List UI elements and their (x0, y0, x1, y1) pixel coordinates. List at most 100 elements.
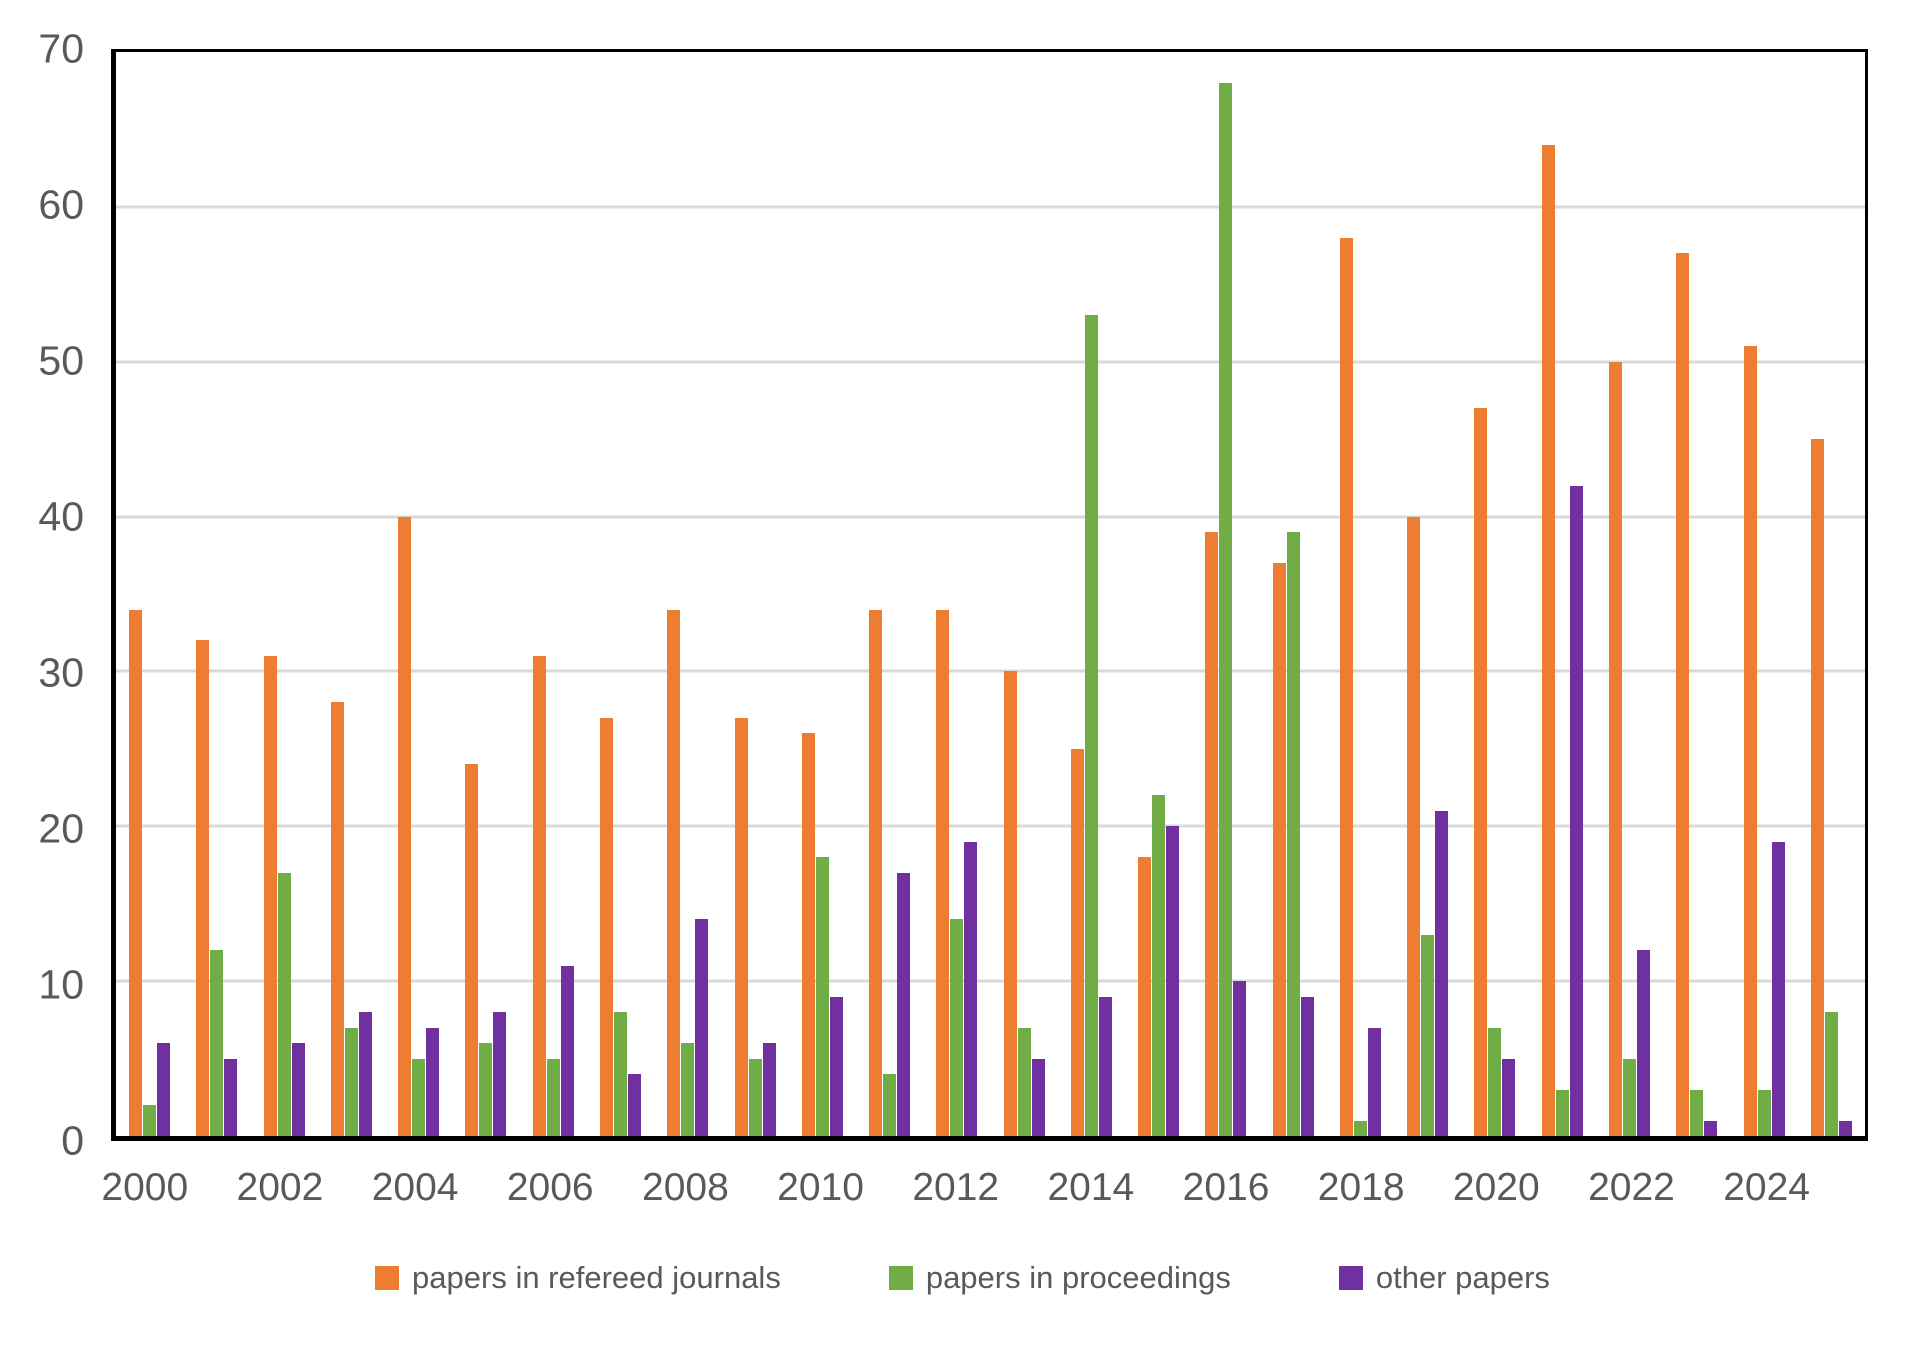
bar-papers-in-proceedings-2025 (1824, 1012, 1838, 1136)
bar-other-papers-2025 (1838, 1120, 1852, 1136)
bar-group-2018 (1327, 52, 1394, 1136)
x-tick-label-2022: 2022 (1588, 1166, 1675, 1209)
legend-item-other-papers: other papers (1338, 1260, 1550, 1295)
bar-papers-in-refereed-journals-2025 (1810, 439, 1824, 1136)
y-axis-tick-labels: 0 10 20 30 40 50 60 70 (0, 28, 84, 1161)
bar-papers-in-proceedings-2013 (1017, 1027, 1031, 1136)
bar-other-papers-2005 (493, 1012, 507, 1136)
bar-group-2003 (318, 52, 385, 1136)
bar-other-papers-2024 (1771, 841, 1785, 1136)
bar-group-2009 (721, 52, 788, 1136)
bar-papers-in-proceedings-2018 (1353, 1120, 1367, 1136)
x-tick-label-2006: 2006 (506, 1166, 594, 1209)
bar-papers-in-proceedings-2001 (210, 950, 224, 1136)
bar-papers-in-proceedings-2015 (1152, 795, 1166, 1136)
bar-other-papers-2013 (1031, 1058, 1045, 1136)
bar-group-2000 (116, 52, 183, 1136)
x-tick-label-2002: 2002 (236, 1166, 324, 1209)
bar-other-papers-2014 (1098, 996, 1112, 1136)
y-tick-label-60: 60 (38, 181, 84, 228)
bar-papers-in-refereed-journals-2017 (1272, 563, 1286, 1136)
bar-group-2008 (654, 52, 721, 1136)
bar-papers-in-proceedings-2011 (883, 1074, 897, 1136)
legend-item-papers-in-proceedings: papers in proceedings (888, 1260, 1231, 1295)
legend-item-papers-in-refereed-journals: papers in refereed journals (375, 1262, 781, 1293)
bar-group-2025 (1798, 52, 1865, 1136)
legend-label-papers-in-proceedings: papers in proceedings (925, 1260, 1231, 1295)
x-tick-label-2016: 2016 (1182, 1166, 1270, 1209)
bar-papers-in-refereed-journals-2023 (1676, 253, 1690, 1136)
bar-group-2014 (1058, 52, 1125, 1136)
bar-group-2017 (1260, 52, 1327, 1136)
bar-group-2020 (1461, 52, 1528, 1136)
bar-group-2010 (789, 52, 856, 1136)
bar-group-2013 (990, 52, 1057, 1136)
bar-papers-in-refereed-journals-2010 (801, 733, 815, 1136)
bar-other-papers-2009 (762, 1043, 776, 1136)
legend-swatch-papers-in-proceedings (888, 1265, 913, 1290)
bar-papers-in-refereed-journals-2009 (734, 717, 748, 1136)
y-tick-label-10: 10 (38, 961, 84, 1008)
bar-papers-in-proceedings-2007 (613, 1012, 627, 1136)
bar-papers-in-proceedings-2017 (1286, 532, 1300, 1136)
bar-papers-in-proceedings-2012 (950, 919, 964, 1136)
y-tick-label-50: 50 (38, 337, 84, 384)
bar-papers-in-refereed-journals-2019 (1407, 516, 1421, 1136)
x-tick-label-2018: 2018 (1317, 1166, 1405, 1209)
bar-papers-in-proceedings-2023 (1690, 1089, 1704, 1136)
bar-group-2007 (587, 52, 654, 1136)
bar-other-papers-2003 (358, 1012, 372, 1136)
x-tick-label-2008: 2008 (642, 1166, 729, 1209)
bar-papers-in-refereed-journals-2005 (465, 764, 479, 1136)
bar-papers-in-proceedings-2005 (479, 1043, 493, 1136)
bar-papers-in-proceedings-2022 (1622, 1058, 1636, 1136)
bar-papers-in-refereed-journals-2001 (196, 640, 210, 1136)
bar-other-papers-2012 (964, 841, 978, 1136)
x-tick-label-2004: 2004 (371, 1166, 459, 1209)
bar-papers-in-refereed-journals-2015 (1138, 857, 1152, 1136)
bar-group-2002 (251, 52, 318, 1136)
y-tick-label-0: 0 (61, 1117, 84, 1164)
bar-group-2023 (1663, 52, 1730, 1136)
x-tick-label-2010: 2010 (777, 1166, 864, 1209)
bar-groups (116, 52, 1865, 1136)
bar-other-papers-2006 (560, 965, 574, 1136)
bar-group-2024 (1730, 52, 1797, 1136)
bar-other-papers-2001 (224, 1058, 238, 1136)
bar-papers-in-proceedings-2020 (1488, 1027, 1502, 1136)
bar-papers-in-refereed-journals-2014 (1070, 748, 1084, 1136)
bar-other-papers-2010 (829, 996, 843, 1136)
bar-other-papers-2011 (897, 872, 911, 1136)
bar-papers-in-refereed-journals-2011 (869, 609, 883, 1136)
bar-other-papers-2017 (1300, 996, 1314, 1136)
bar-papers-in-proceedings-2021 (1555, 1089, 1569, 1136)
bar-papers-in-proceedings-2008 (681, 1043, 695, 1136)
bar-other-papers-2023 (1704, 1120, 1718, 1136)
bar-papers-in-proceedings-2024 (1757, 1089, 1771, 1136)
bar-group-2006 (520, 52, 587, 1136)
gridline-30 (116, 669, 1865, 673)
bar-papers-in-refereed-journals-2012 (936, 609, 950, 1136)
bar-papers-in-proceedings-2014 (1084, 315, 1098, 1136)
bar-papers-in-refereed-journals-2006 (532, 655, 546, 1136)
y-tick-label-30: 30 (38, 649, 84, 696)
x-tick-label-2012: 2012 (912, 1166, 1000, 1209)
legend-label-other-papers: other papers (1375, 1260, 1550, 1295)
bar-papers-in-refereed-journals-2003 (330, 702, 344, 1136)
bar-other-papers-2015 (1166, 826, 1180, 1136)
bar-papers-in-proceedings-2000 (143, 1105, 157, 1136)
legend-label-papers-in-refereed-journals: papers in refereed journals (412, 1260, 781, 1295)
bar-other-papers-2002 (291, 1043, 305, 1136)
bar-papers-in-refereed-journals-2013 (1003, 671, 1017, 1136)
bar-other-papers-2008 (695, 919, 709, 1136)
bar-papers-in-refereed-journals-2016 (1205, 532, 1219, 1136)
bar-papers-in-proceedings-2016 (1219, 82, 1233, 1136)
gridline-20 (116, 824, 1865, 828)
bar-other-papers-2019 (1435, 810, 1449, 1136)
x-axis-tick-labels: 2000 2002 2004 2006 2008 2010 2012 2014 2016 2018… (101, 1166, 1868, 1218)
legend-swatch-other-papers (1338, 1265, 1363, 1290)
bar-group-2005 (452, 52, 519, 1136)
gridline-50 (116, 360, 1865, 364)
bar-group-2021 (1529, 52, 1596, 1136)
